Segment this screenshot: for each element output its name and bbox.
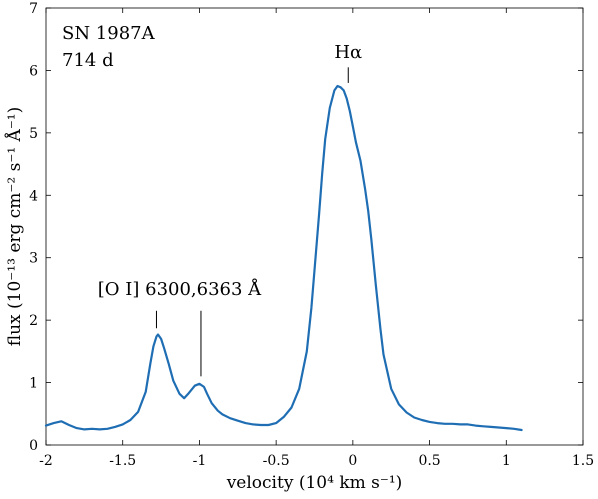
x-tick-label: -0.5: [263, 453, 290, 469]
y-tick-label: 3: [29, 251, 38, 267]
x-tick-label: 0: [348, 453, 357, 469]
x-tick-label: -1: [193, 453, 207, 469]
x-tick-label: 0.5: [418, 453, 440, 469]
flux-series-line: [44, 84, 523, 432]
y-tick-label: 0: [29, 438, 38, 454]
epoch-label: 714 d: [62, 50, 114, 71]
y-tick-label: 4: [29, 188, 38, 204]
y-tick-label: 2: [29, 313, 38, 329]
x-tick-label: 1.5: [572, 453, 594, 469]
h-alpha-label: Hα: [334, 42, 362, 63]
y-axis-label: flux (10⁻¹³ erg cm⁻² s⁻¹ Å⁻¹): [4, 107, 25, 346]
plot-frame: [45, 7, 584, 446]
x-tick-label: -2: [39, 453, 53, 469]
x-tick-label: -1.5: [109, 453, 136, 469]
y-tick-label: 7: [29, 1, 38, 17]
y-tick-label: 5: [29, 126, 38, 142]
object-name-label: SN 1987A: [62, 23, 156, 44]
y-tick-label: 1: [29, 376, 38, 392]
y-tick-label: 6: [29, 63, 38, 79]
x-tick-label: 1: [502, 453, 511, 469]
oxygen-line-label: [O I] 6300,6363 Å: [98, 278, 262, 300]
x-axis-label: velocity (10⁴ km s⁻¹): [226, 473, 403, 493]
